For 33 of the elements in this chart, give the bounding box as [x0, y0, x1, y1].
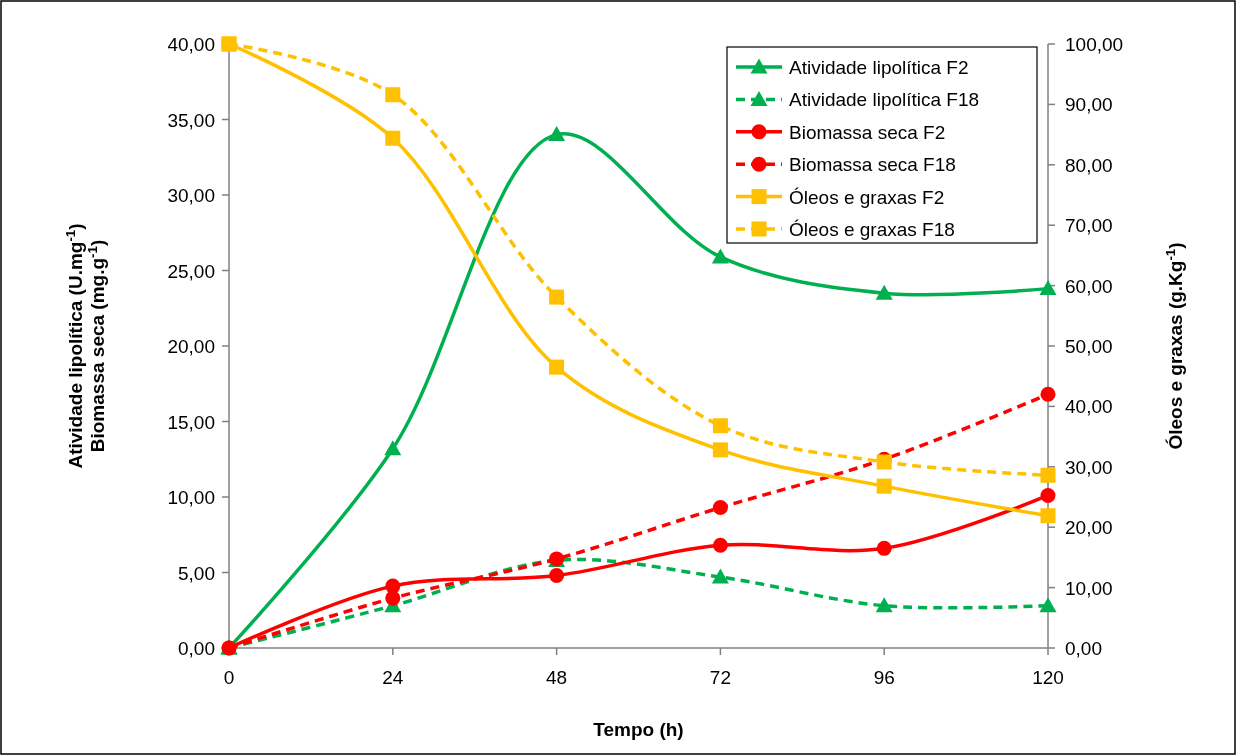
y2-tick-label: 90,00 — [1065, 94, 1113, 116]
y-tick-label: 40,00 — [167, 34, 215, 55]
x-tick-label: 72 — [709, 667, 731, 688]
y-tick-label: 5,00 — [178, 562, 215, 584]
y2-tick-label: 30,00 — [1065, 456, 1113, 478]
x-tick-label: 0 — [223, 667, 235, 688]
y2-tick-label: 50,00 — [1065, 336, 1113, 357]
y2-tick-label: 70,00 — [1065, 215, 1113, 237]
legend-label: Atividade lipolítica F18 — [789, 89, 980, 111]
y-tick-label: 0,00 — [178, 638, 215, 659]
y-tick-label: 10,00 — [167, 487, 215, 508]
y2-tick-label: 0,00 — [1065, 638, 1102, 659]
y2-tick-label: 40,00 — [1065, 396, 1113, 418]
y-tick-label: 20,00 — [167, 336, 215, 357]
x-axis-title: Tempo (h) — [593, 719, 684, 740]
legend-label: Atividade lipolítica F2 — [789, 57, 969, 78]
y-tick-label: 35,00 — [167, 109, 215, 131]
y2-tick-label: 100,00 — [1065, 34, 1124, 55]
y-tick-label: 15,00 — [167, 411, 215, 433]
legend-label: Biomassa seca F18 — [789, 154, 956, 176]
legend-label: Óleos e graxas F2 — [789, 186, 945, 208]
x-tick-label: 24 — [382, 667, 404, 688]
y2-tick-label: 80,00 — [1065, 154, 1113, 176]
legend-label: Biomassa seca F2 — [789, 121, 946, 143]
x-tick-label: 48 — [546, 667, 568, 688]
y2-tick-label: 10,00 — [1065, 577, 1113, 599]
y2-tick-label: 60,00 — [1065, 275, 1113, 297]
y2-tick-label: 20,00 — [1065, 517, 1113, 539]
y-tick-label: 25,00 — [167, 260, 215, 282]
x-tick-label: 120 — [1032, 667, 1064, 688]
legend-label: Óleos e graxas F18 — [789, 219, 955, 240]
y-tick-label: 30,00 — [167, 185, 215, 206]
x-tick-label: 96 — [873, 667, 895, 688]
